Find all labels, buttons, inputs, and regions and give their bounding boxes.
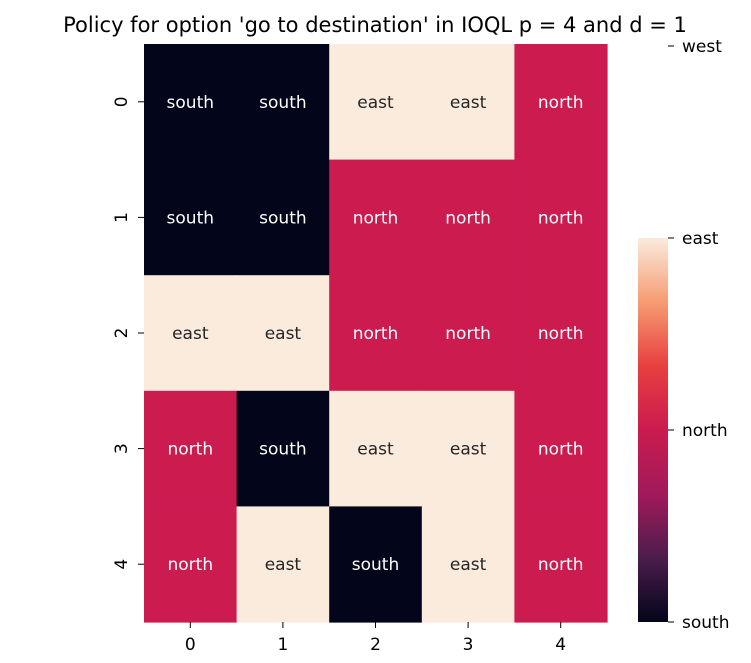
cell-annotations: south south east east north south south north no… [167,93,584,575]
colorbar-tick-label: east [682,229,719,249]
cell-annotation: east [450,93,487,113]
chart-title: Policy for option 'go to destination' in… [63,13,687,37]
cell-annotation: north [445,324,491,344]
y-tick-label: 2 [112,328,132,339]
colorbar-tick-label: south [682,613,729,633]
heatmap-cell [236,159,330,276]
cell-annotation: north [445,208,491,228]
heatmap-cell [329,506,423,623]
heatmap-cell [144,390,238,507]
cell-annotation: east [265,555,302,575]
heatmap-cell [236,506,330,623]
y-tick-label: 4 [112,559,132,570]
y-tick-label: 3 [112,443,132,454]
y-tick-label: 1 [112,212,132,223]
cell-annotation: north [538,324,584,344]
cell-annotation: south [167,208,214,228]
heatmap-cells [144,44,608,623]
cell-annotation: south [259,440,306,460]
cell-annotation: south [259,208,306,228]
cell-annotation: north [538,555,584,575]
colorbar-gradient [638,238,668,622]
heatmap-cell [514,275,608,392]
heatmap-cell [514,159,608,276]
cell-annotation: east [450,440,487,460]
heatmap-cell [421,506,515,623]
cell-annotation: north [353,208,399,228]
x-tick-label: 3 [463,635,474,655]
heatmap-cell [144,506,238,623]
cell-annotation: north [538,208,584,228]
cell-annotation: north [353,324,399,344]
heatmap-cell [421,159,515,276]
heatmap-cell [236,275,330,392]
colorbar-ticks: south north east west [668,37,729,633]
cell-annotation: south [352,555,399,575]
cell-annotation: east [450,555,487,575]
cell-annotation: north [538,93,584,113]
y-tick-label: 0 [112,96,132,107]
heatmap-cell [329,44,423,161]
heatmap-cell [329,275,423,392]
cell-annotation: south [167,93,214,113]
heatmap-cell [144,159,238,276]
cell-annotation: east [172,324,209,344]
cell-annotation: east [357,440,394,460]
heatmap-cell [514,44,608,161]
x-tick-label: 1 [277,635,288,655]
heatmap-cell [236,390,330,507]
colorbar-tick-label: north [682,421,728,441]
cell-annotation: south [259,93,306,113]
heatmap-cell [329,390,423,507]
heatmap-cell [144,275,238,392]
cell-annotation: east [357,93,394,113]
heatmap-cell [421,275,515,392]
x-tick-label: 0 [185,635,196,655]
cell-annotation: north [538,440,584,460]
x-tick-label: 2 [370,635,381,655]
colorbar-tick-label: west [682,37,722,57]
heatmap-cell [514,506,608,623]
heatmap-cell [421,390,515,507]
cell-annotation: east [265,324,302,344]
heatmap-cell [421,44,515,161]
x-axis: 0 1 2 3 4 [185,622,566,655]
x-tick-label: 4 [555,635,566,655]
heatmap-cell [144,44,238,161]
heatmap-cell [329,159,423,276]
cell-annotation: north [167,555,213,575]
cell-annotation: north [167,440,213,460]
y-axis: 0 1 2 3 4 [112,96,144,570]
heatmap-cell [236,44,330,161]
heatmap-cell [514,390,608,507]
colorbar: south north east west [638,37,729,633]
